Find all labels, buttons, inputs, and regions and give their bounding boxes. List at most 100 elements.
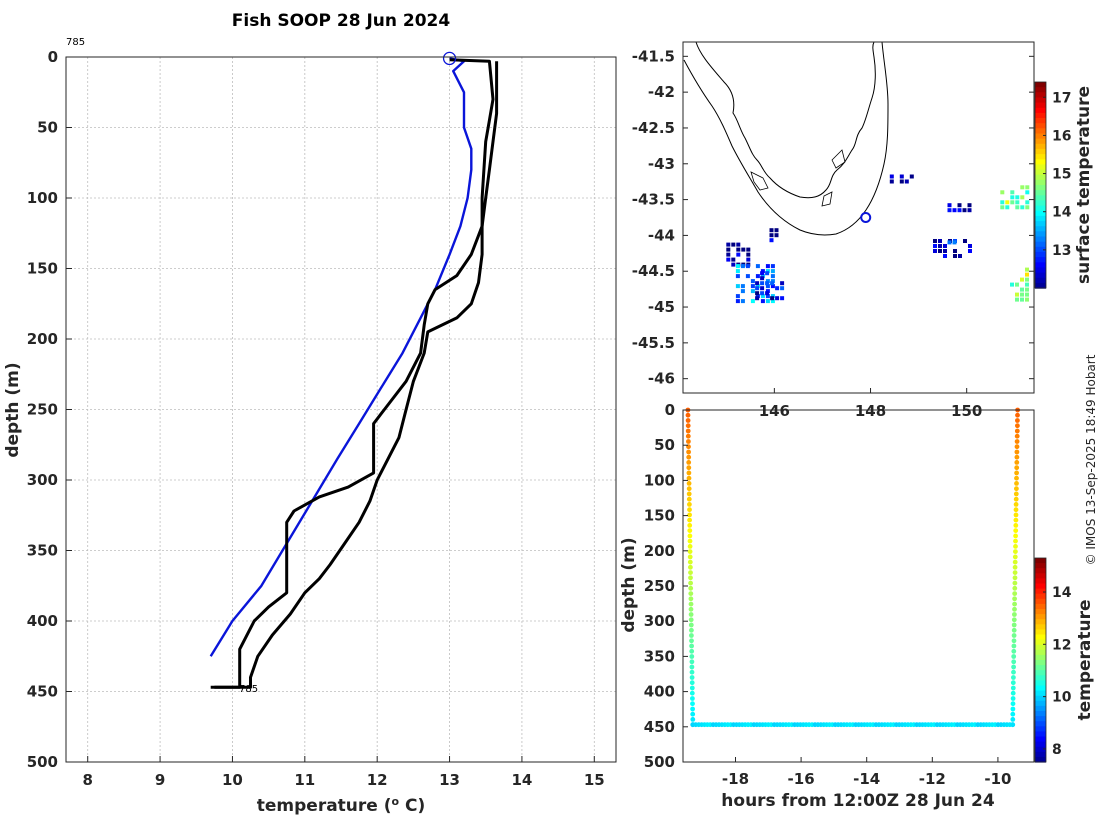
sst-cell <box>933 249 937 253</box>
ts-descent-point <box>689 638 694 644</box>
ts-descent-point <box>687 528 693 533</box>
map-colorbar-segment <box>1035 185 1046 191</box>
map-colorbar-tick-label: 17 <box>1052 90 1071 106</box>
map-ytick-label: -44.5 <box>632 262 675 280</box>
sst-cell <box>1025 277 1029 282</box>
profile-title: Fish SOOP 28 Jun 2024 <box>232 11 451 31</box>
ts-ascent-point <box>1013 528 1019 533</box>
sst-cell <box>755 296 760 301</box>
ts-colorbar-segment <box>1035 588 1046 595</box>
sst-cell <box>1025 190 1030 195</box>
ts-ascent-point <box>1010 722 1016 728</box>
profile-ytick-label: 500 <box>27 753 58 771</box>
ts-descent-point <box>689 675 695 680</box>
ts-colorbar-segment <box>1035 716 1046 722</box>
ts-descent-point <box>690 696 695 701</box>
ts-ascent-point <box>1011 675 1016 680</box>
map-sst-cells <box>726 174 1030 304</box>
ts-descent-point <box>689 659 695 665</box>
map-colorbar-segment <box>1035 179 1046 186</box>
ts-ascent-point <box>1014 433 1020 439</box>
sst-cell <box>1010 195 1015 200</box>
map-colorbar-segment <box>1035 92 1046 99</box>
station-marker <box>860 212 872 223</box>
ts-colorbar-tick-label: 10 <box>1052 690 1072 706</box>
ts-colorbar-segment <box>1035 603 1046 610</box>
ts-ascent-point <box>1010 696 1016 701</box>
sst-cell <box>1025 282 1029 287</box>
ts-ascent-point <box>1014 439 1020 444</box>
ts-colorbar-segment <box>1035 583 1046 590</box>
ts-ascent-point <box>1011 622 1017 628</box>
map-colorbar-segment <box>1035 133 1046 140</box>
ts-ascent-point <box>1014 475 1019 481</box>
ts-descent-point <box>685 423 691 429</box>
ts-colorbar-segment <box>1035 578 1046 585</box>
map-coastline <box>683 41 889 236</box>
sst-cell <box>770 296 775 301</box>
sst-cell <box>968 249 972 253</box>
ts-ascent-point <box>1013 538 1018 544</box>
sst-cell <box>957 203 962 208</box>
ts-colorbar-segment <box>1035 746 1046 753</box>
sst-cell <box>731 242 736 247</box>
ts-ascent-point <box>1013 507 1019 513</box>
ts-descent-point <box>686 491 692 497</box>
sst-cell <box>760 286 765 291</box>
ts-ascent-point <box>1014 454 1020 460</box>
ts-ascent-point <box>1013 517 1019 523</box>
ts-colorbar-segment <box>1035 700 1046 707</box>
ts-descent-point <box>688 570 693 575</box>
sst-cell <box>938 249 942 253</box>
sst-cell <box>780 281 785 286</box>
ts-colorbar-segment <box>1035 751 1046 758</box>
ts-descent-point <box>690 711 696 717</box>
ts-colorbar-segment <box>1035 756 1046 763</box>
sst-cell <box>938 244 942 248</box>
sst-cell <box>755 286 760 291</box>
sst-cell <box>726 247 731 252</box>
map-ytick-label: -46 <box>648 370 675 388</box>
sst-cell <box>909 174 914 179</box>
profile-series-profile-up <box>210 61 499 689</box>
ts-colorbar-segment <box>1035 660 1046 666</box>
ts-ascent-point <box>1012 591 1018 596</box>
map-colorbar-segment <box>1035 87 1046 93</box>
sst-cell <box>899 179 904 184</box>
sst-cell <box>765 291 770 296</box>
ts-colorbar-tick-label: 14 <box>1052 585 1072 601</box>
ts-descent-point <box>685 433 691 439</box>
sst-cell <box>1010 190 1015 195</box>
ts-colorbar-segment <box>1035 695 1046 702</box>
ts-xtick-label: -18 <box>722 770 749 788</box>
map-colorbar-segment <box>1035 262 1046 269</box>
profile-ytick-label: 200 <box>27 330 58 348</box>
profile-series-climatology <box>209 57 473 657</box>
ts-ascent-point <box>1011 643 1017 649</box>
map-colorbar-segment <box>1035 241 1046 248</box>
map-ytick-label: -43 <box>648 155 675 173</box>
sst-cell <box>746 252 751 257</box>
sst-cell <box>726 242 731 247</box>
ts-colorbar-segment <box>1035 711 1046 717</box>
map-colorbar-tick-label: 15 <box>1052 167 1071 183</box>
sst-cell <box>735 294 740 299</box>
sst-cell <box>938 239 942 243</box>
sst-cell <box>731 257 736 262</box>
map-colorbar-label: surface temperature <box>1074 86 1094 284</box>
sst-cell <box>746 257 751 262</box>
ts-colorbar-segment <box>1035 563 1046 569</box>
sst-cell <box>736 242 741 247</box>
profile-bottom-annotation: 785 <box>239 684 258 695</box>
sst-cell <box>770 299 775 304</box>
sst-cell <box>770 279 775 284</box>
sst-cell <box>1015 205 1020 210</box>
ts-ytick-label: 50 <box>654 436 675 454</box>
sst-cell <box>889 174 894 179</box>
profile-xtick-label: 8 <box>82 771 92 789</box>
sst-cell <box>1015 195 1020 200</box>
sst-cell <box>755 274 760 279</box>
ts-colorbar-segment <box>1035 690 1046 697</box>
ts-ascent-point <box>1012 559 1018 565</box>
ts-descent-point <box>689 669 695 675</box>
